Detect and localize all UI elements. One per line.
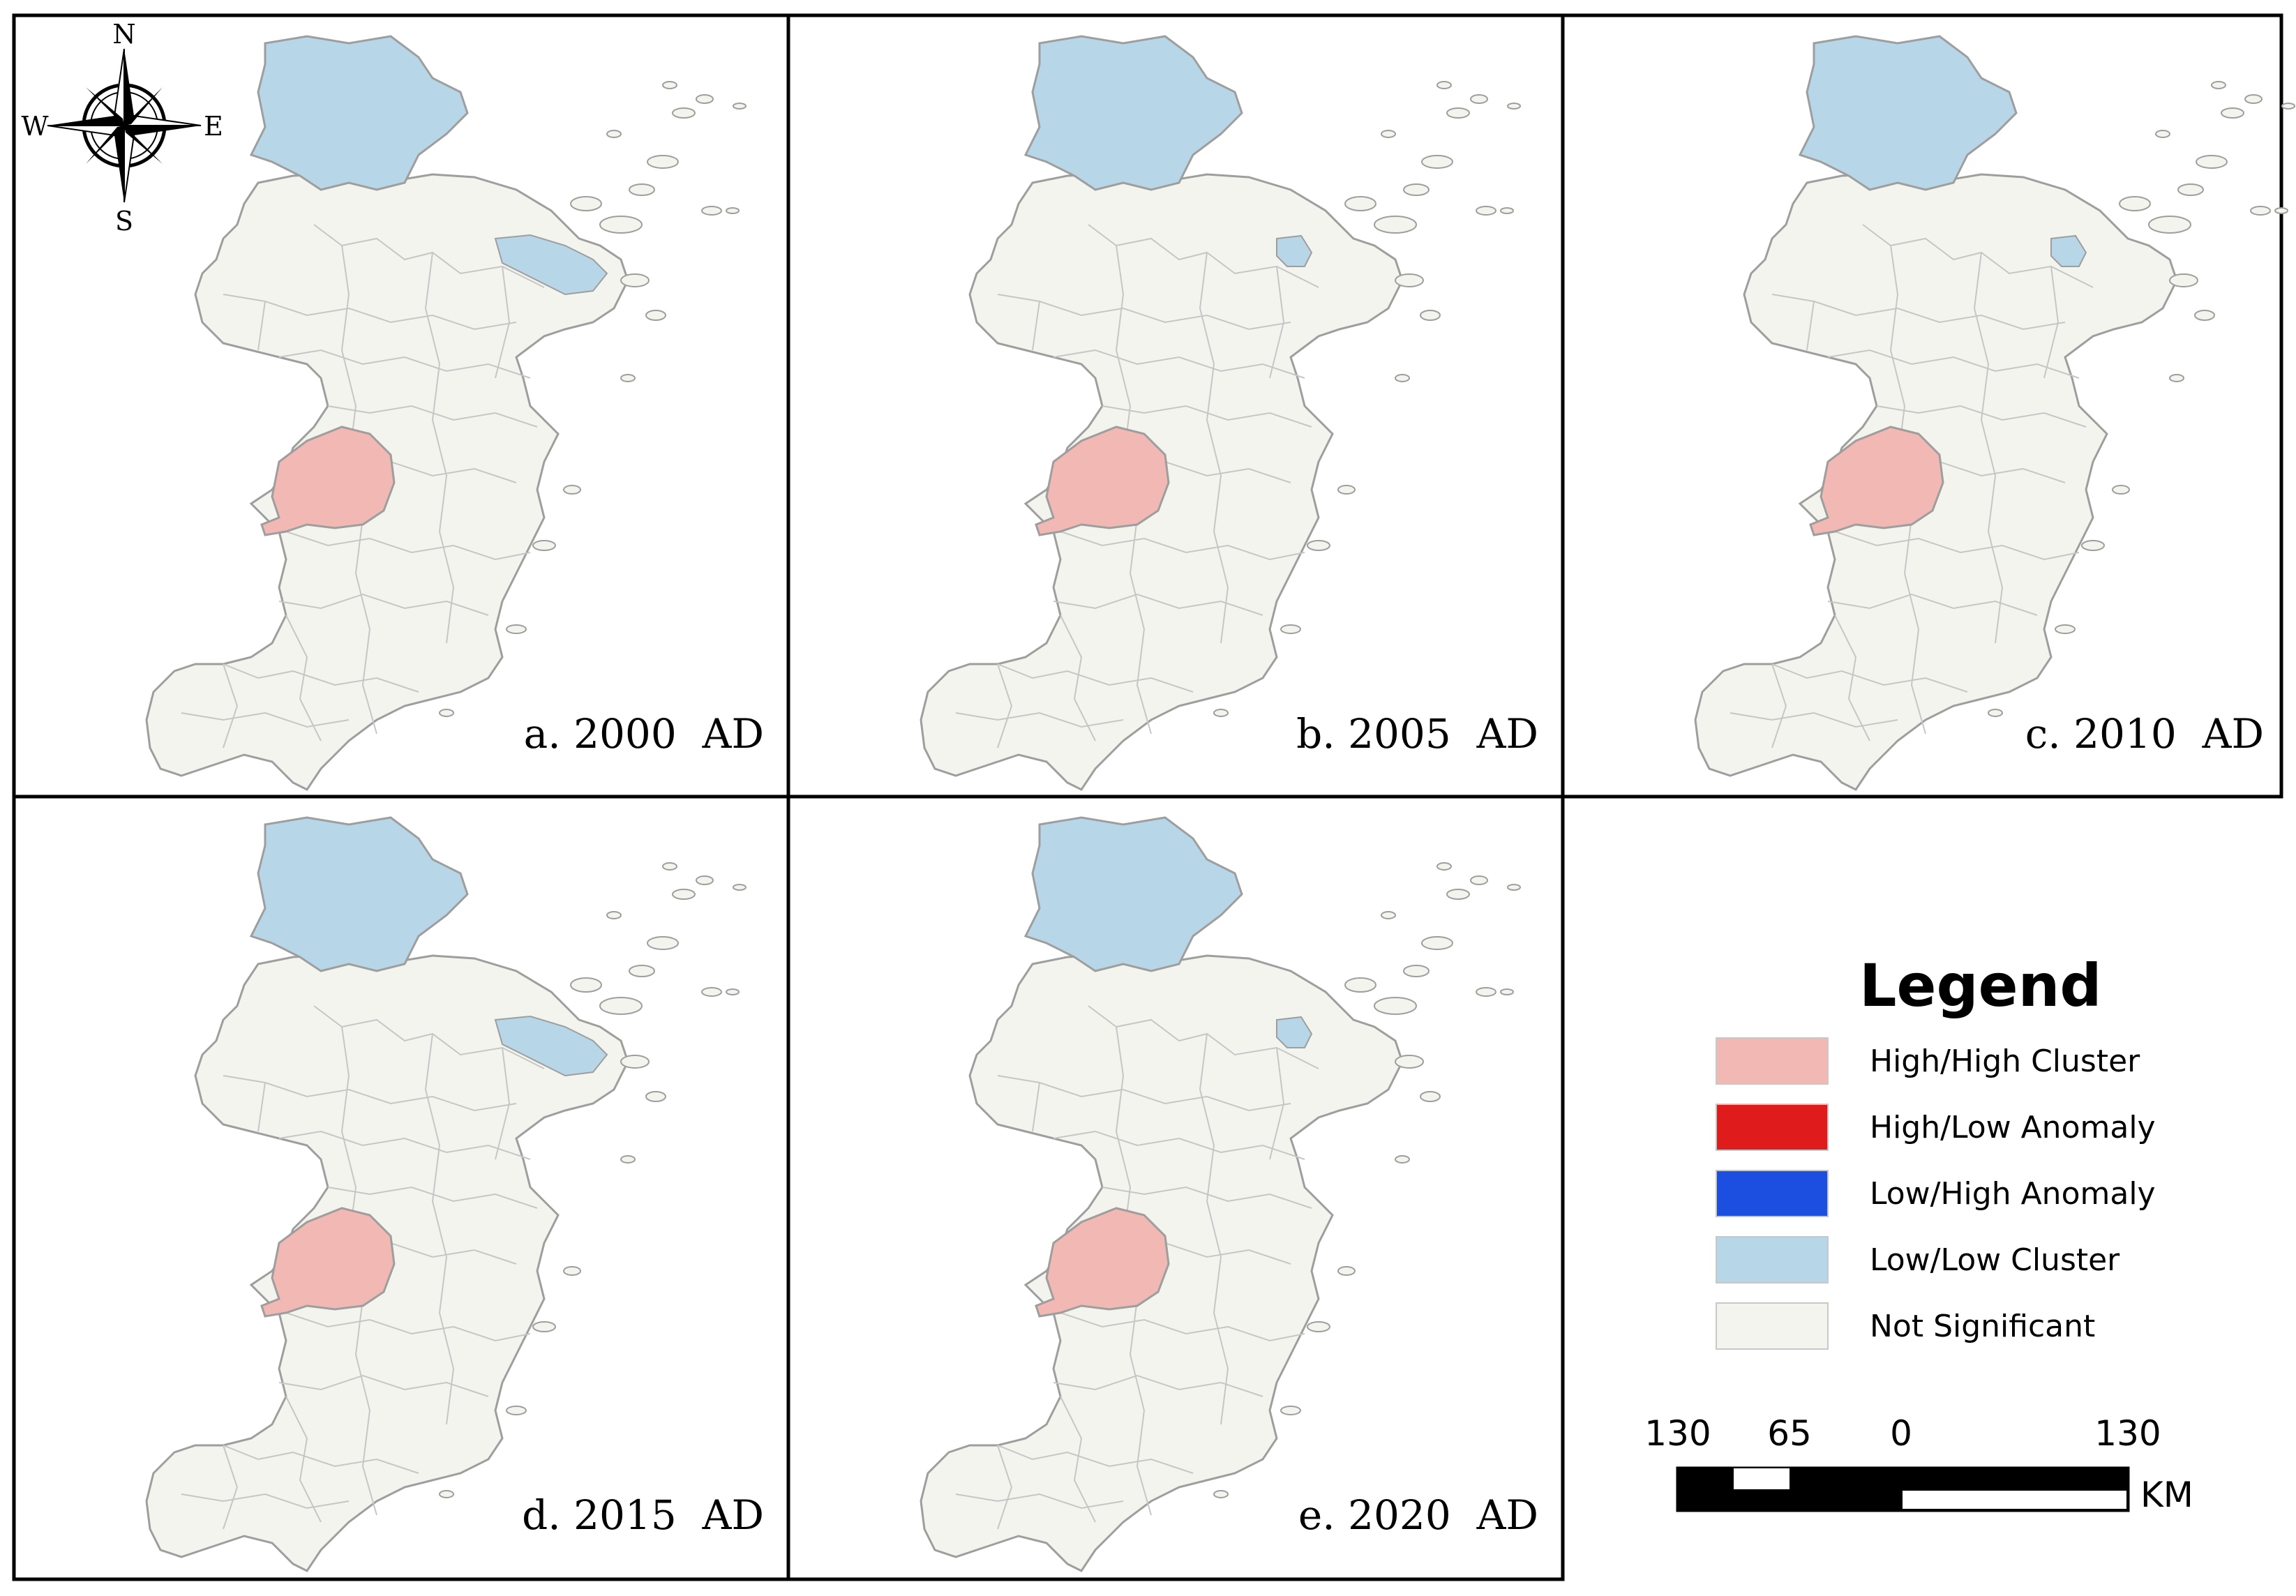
legend-label: Low/Low Cluster [1870, 1242, 2120, 1278]
scale-unit: KM [2140, 1475, 2193, 1515]
legend-label: Not Significant [1870, 1309, 2095, 1344]
legend-swatch [1716, 1104, 1829, 1151]
province-map [145, 80, 747, 791]
legend-label: High/High Cluster [1870, 1044, 2140, 1079]
compass-north: N [112, 19, 135, 50]
legend-swatch [1716, 1302, 1829, 1350]
province-map [1694, 80, 2296, 791]
province-map [145, 861, 747, 1572]
panel-label-c: c. 2010 AD [2025, 710, 2264, 758]
legend-title: Legend [1859, 951, 2102, 1020]
legend-swatch [1716, 1236, 1829, 1283]
legend-label: Low/High Anomaly [1870, 1176, 2156, 1212]
north-low-low-cluster [250, 816, 469, 972]
compass-south: S [115, 206, 133, 236]
compass-east: E [204, 111, 223, 142]
scale-bar: 130 65 0 130 KM [1644, 1413, 2193, 1515]
legend: Legend High/High Cluster High/Low Anomaly… [1716, 951, 2156, 1350]
panel-label-d: d. 2015 AD [522, 1491, 764, 1539]
panel-label-e: e. 2020 AD [1298, 1491, 1538, 1539]
scale-label-3: 130 [2094, 1413, 2161, 1454]
legend-swatch [1716, 1037, 1829, 1085]
scale-seg-6 [1900, 1488, 2129, 1512]
north-low-low-cluster [250, 35, 469, 191]
panel-label-a: a. 2000 AD [524, 710, 764, 758]
north-low-low-cluster [1024, 816, 1243, 972]
north-low-low-cluster [1024, 35, 1243, 191]
province-map [920, 861, 1522, 1572]
province-map [920, 80, 1522, 791]
scale-seg-3 [1789, 1468, 1901, 1489]
panel-frames [12, 13, 2283, 1581]
scale-seg-1 [1678, 1468, 1734, 1489]
map-panel-a [145, 35, 747, 791]
legend-label: High/Low Anomaly [1870, 1110, 2156, 1145]
compass-west: W [21, 111, 48, 142]
legend-swatch [1716, 1170, 1829, 1217]
scale-label-0: 130 [1644, 1413, 1711, 1454]
panel-label-b: b. 2005 AD [1296, 710, 1538, 758]
map-panels: a. 2000 AD b. 2005 AD c. 2010 AD d. 2015 AD… [145, 35, 2296, 1572]
compass-rose-icon: N S E W [21, 19, 223, 236]
map-panel-e [920, 816, 1522, 1572]
scale-seg-2 [1734, 1468, 1789, 1489]
map-panel-c [1694, 35, 2296, 791]
north-low-low-cluster [1799, 35, 2018, 191]
map-panel-b [920, 35, 1522, 791]
scale-label-2: 0 [1890, 1413, 1912, 1454]
frame-c [1561, 13, 2283, 799]
frame-e [786, 795, 1565, 1581]
scale-seg-4 [1678, 1489, 1901, 1510]
map-panel-d [145, 816, 747, 1572]
scale-label-1: 65 [1767, 1413, 1812, 1454]
scale-seg-5 [1901, 1468, 2128, 1489]
